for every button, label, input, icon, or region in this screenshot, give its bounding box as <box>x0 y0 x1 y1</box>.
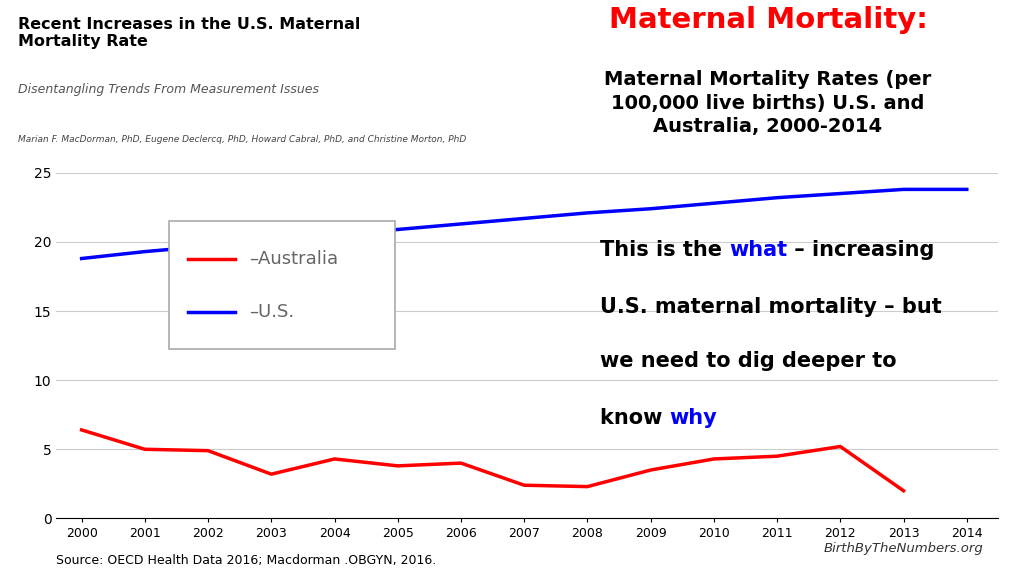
Text: what: what <box>729 240 787 260</box>
Text: This is the: This is the <box>600 240 729 260</box>
Text: – increasing: – increasing <box>787 240 935 260</box>
Text: Disentangling Trends From Measurement Issues: Disentangling Trends From Measurement Is… <box>17 83 318 96</box>
Text: Marian F. MacDorman, PhD, Eugene Declercq, PhD, Howard Cabral, PhD, and Christin: Marian F. MacDorman, PhD, Eugene Declerc… <box>17 135 466 144</box>
Text: Source: OECD Health Data 2016; Macdorman .OBGYN, 2016.: Source: OECD Health Data 2016; Macdorman… <box>56 554 436 567</box>
Text: why: why <box>670 408 717 428</box>
Text: –U.S.: –U.S. <box>250 303 295 321</box>
Text: Recent Increases in the U.S. Maternal
Mortality Rate: Recent Increases in the U.S. Maternal Mo… <box>17 17 359 50</box>
Text: BirthByTheNumbers.org: BirthByTheNumbers.org <box>823 542 984 555</box>
Text: Maternal Mortality Rates (per
100,000 live births) U.S. and
Australia, 2000-2014: Maternal Mortality Rates (per 100,000 li… <box>604 70 932 136</box>
Text: we need to dig deeper to: we need to dig deeper to <box>600 351 896 371</box>
Text: know: know <box>600 408 670 428</box>
FancyBboxPatch shape <box>169 221 395 349</box>
Text: Maternal Mortality:: Maternal Mortality: <box>608 6 928 33</box>
Text: U.S. maternal mortality – but: U.S. maternal mortality – but <box>600 297 941 317</box>
Text: –Australia: –Australia <box>250 249 339 267</box>
